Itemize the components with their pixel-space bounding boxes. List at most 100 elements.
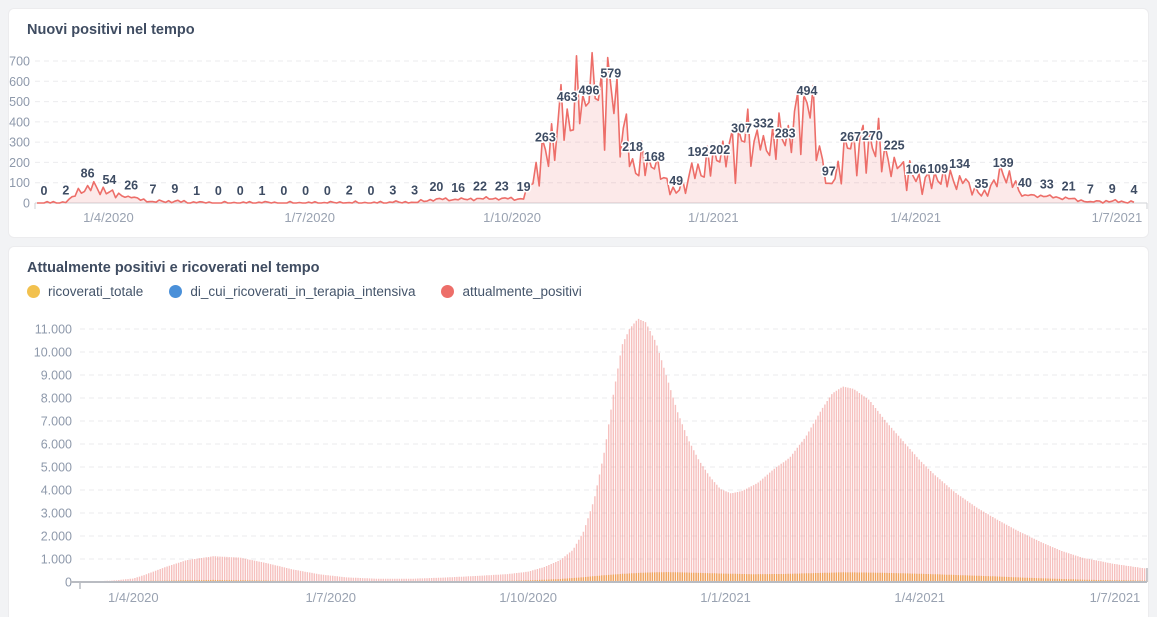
svg-text:1/4/2020: 1/4/2020	[83, 210, 134, 225]
svg-text:0: 0	[324, 184, 331, 198]
svg-text:1/4/2020: 1/4/2020	[108, 590, 159, 605]
attualmente-positivi-chart[interactable]: 0 1.000 2.000 3.000 4.000 5.000 6.000 7.000 8.00…	[9, 299, 1148, 611]
svg-text:40: 40	[1018, 176, 1032, 190]
svg-text:2.000: 2.000	[41, 530, 72, 544]
svg-text:1/1/2021: 1/1/2021	[700, 590, 751, 605]
svg-text:16: 16	[451, 181, 465, 195]
legend-dot-yellow-icon	[27, 285, 40, 298]
svg-text:2: 2	[62, 184, 69, 198]
svg-text:267: 267	[840, 130, 861, 144]
svg-text:0: 0	[237, 184, 244, 198]
legend-label: di_cui_ricoverati_in_terapia_intensiva	[190, 284, 416, 299]
legend-item-attualmente-positivi[interactable]: attualmente_positivi	[441, 284, 582, 299]
svg-text:300: 300	[9, 136, 30, 150]
nuovi-positivi-title: Nuovi positivi nel tempo	[27, 22, 195, 38]
svg-text:1/10/2020: 1/10/2020	[483, 210, 541, 225]
nuovi-positivi-card: Nuovi positivi nel tempo 0 100 200 300 400 50…	[8, 8, 1149, 238]
svg-text:22: 22	[473, 180, 487, 194]
svg-text:1/7/2020: 1/7/2020	[305, 590, 356, 605]
svg-text:3: 3	[411, 183, 418, 197]
svg-text:0: 0	[23, 197, 30, 211]
attualmente-positivi-title: Attualmente positivi e ricoverati nel te…	[27, 260, 320, 276]
svg-text:23: 23	[495, 179, 509, 193]
svg-text:168: 168	[644, 150, 665, 164]
svg-text:496: 496	[579, 83, 600, 97]
svg-text:7: 7	[1087, 183, 1094, 197]
svg-text:3: 3	[389, 183, 396, 197]
svg-text:54: 54	[102, 173, 116, 187]
svg-text:139: 139	[993, 156, 1014, 170]
svg-text:463: 463	[557, 90, 578, 104]
svg-text:9.000: 9.000	[41, 369, 72, 383]
svg-text:200: 200	[9, 156, 30, 170]
svg-text:0: 0	[368, 184, 375, 198]
svg-text:1: 1	[193, 184, 200, 198]
svg-text:8.000: 8.000	[41, 392, 72, 406]
svg-text:400: 400	[9, 115, 30, 129]
svg-text:134: 134	[949, 157, 970, 171]
svg-text:106: 106	[906, 162, 927, 176]
svg-text:9: 9	[1109, 182, 1116, 196]
svg-text:109: 109	[927, 162, 948, 176]
svg-text:263: 263	[535, 131, 556, 145]
svg-text:0: 0	[215, 184, 222, 198]
svg-text:600: 600	[9, 75, 30, 89]
legend-label: attualmente_positivi	[462, 284, 582, 299]
svg-text:283: 283	[775, 127, 796, 141]
legend-label: ricoverati_totale	[48, 284, 144, 299]
svg-text:7: 7	[150, 183, 157, 197]
svg-text:1/7/2021: 1/7/2021	[1092, 210, 1143, 225]
svg-text:1/7/2020: 1/7/2020	[284, 210, 335, 225]
legend-dot-blue-icon	[169, 285, 183, 298]
svg-text:11.000: 11.000	[35, 323, 72, 337]
svg-text:2: 2	[346, 184, 353, 198]
svg-text:97: 97	[822, 164, 836, 178]
svg-text:1/4/2021: 1/4/2021	[890, 210, 941, 225]
svg-text:579: 579	[600, 67, 621, 81]
legend: ricoverati_totale di_cui_ricoverati_in_t…	[9, 278, 1148, 299]
svg-text:3.000: 3.000	[41, 507, 72, 521]
svg-text:307: 307	[731, 122, 752, 136]
svg-text:49: 49	[669, 174, 683, 188]
svg-text:494: 494	[797, 84, 818, 98]
attualmente-positivi-card: Attualmente positivi e ricoverati nel te…	[8, 246, 1149, 617]
svg-text:10.000: 10.000	[34, 346, 72, 360]
svg-text:1.000: 1.000	[41, 553, 72, 567]
svg-text:218: 218	[622, 140, 643, 154]
svg-text:0: 0	[41, 184, 48, 198]
svg-text:4: 4	[1131, 183, 1138, 197]
svg-text:1: 1	[259, 184, 266, 198]
svg-text:202: 202	[709, 143, 730, 157]
svg-text:33: 33	[1040, 177, 1054, 191]
legend-dot-red-icon	[441, 285, 455, 298]
svg-text:0: 0	[302, 184, 309, 198]
svg-text:9: 9	[171, 182, 178, 196]
svg-text:1/1/2021: 1/1/2021	[688, 210, 739, 225]
svg-text:35: 35	[974, 177, 988, 191]
legend-item-ricoverati-totale[interactable]: ricoverati_totale	[27, 284, 143, 299]
svg-text:100: 100	[9, 176, 30, 190]
svg-text:332: 332	[753, 117, 774, 131]
svg-text:21: 21	[1062, 180, 1076, 194]
svg-text:0: 0	[65, 576, 72, 590]
svg-text:20: 20	[429, 180, 443, 194]
svg-text:500: 500	[9, 95, 30, 109]
svg-text:86: 86	[81, 167, 95, 181]
svg-text:19: 19	[517, 180, 531, 194]
svg-text:1/7/2021: 1/7/2021	[1090, 590, 1141, 605]
svg-text:26: 26	[124, 179, 138, 193]
svg-text:700: 700	[9, 55, 30, 69]
svg-text:225: 225	[884, 138, 905, 152]
svg-text:1/4/2021: 1/4/2021	[894, 590, 945, 605]
svg-text:4.000: 4.000	[41, 484, 72, 498]
svg-text:6.000: 6.000	[41, 438, 72, 452]
svg-text:7.000: 7.000	[41, 415, 72, 429]
svg-text:0: 0	[280, 184, 287, 198]
svg-text:5.000: 5.000	[41, 461, 72, 475]
svg-text:192: 192	[688, 145, 709, 159]
legend-item-terapia-intensiva[interactable]: di_cui_ricoverati_in_terapia_intensiva	[169, 284, 415, 299]
svg-text:270: 270	[862, 129, 883, 143]
svg-text:1/10/2020: 1/10/2020	[499, 590, 557, 605]
